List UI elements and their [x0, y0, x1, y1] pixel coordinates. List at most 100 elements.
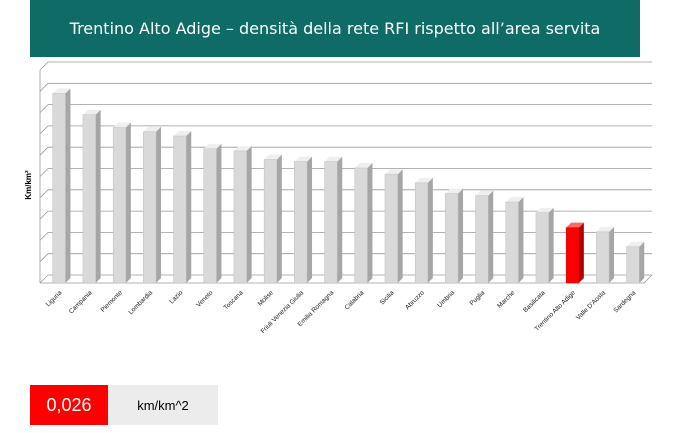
chart-title: Trentino Alto Adige – densità della rete…: [69, 19, 601, 38]
bar-molise: [263, 154, 282, 284]
bar-top: [505, 197, 524, 203]
bar-umbria: [445, 188, 464, 284]
floor-edge: [643, 274, 653, 284]
bar-side: [367, 162, 373, 283]
bar-top: [143, 126, 162, 132]
bar-top: [264, 154, 282, 160]
bar-liguria: [52, 88, 71, 284]
grid-layer: [39, 61, 653, 284]
gridline-side: [39, 232, 49, 241]
bar-toscana: [233, 145, 252, 284]
bar-top: [52, 88, 71, 94]
bar-side: [125, 122, 131, 283]
bar-side: [307, 156, 313, 283]
bar-front: [475, 195, 489, 284]
bar-front: [445, 193, 459, 284]
bar-side: [609, 226, 615, 283]
bar-side: [65, 88, 71, 284]
bar-front: [173, 135, 187, 284]
bar-campania: [82, 109, 101, 284]
bar-top: [324, 156, 343, 162]
bar-lazio: [173, 131, 192, 284]
gridline-side: [39, 253, 49, 262]
bar-trentino-alto-adige: [565, 222, 584, 284]
bar-side: [95, 109, 101, 283]
y-axis-label: Km/km²: [24, 170, 33, 200]
bar-puglia: [475, 190, 494, 284]
bar-front: [505, 201, 519, 284]
bar-front: [233, 150, 247, 284]
x-tick-label: Lombardia: [127, 289, 154, 316]
bar-top: [626, 241, 645, 247]
bar-side: [337, 156, 343, 283]
bar-sicilia: [384, 169, 403, 284]
bar-front: [82, 114, 96, 284]
bar-side: [578, 222, 584, 283]
gridline-side: [39, 146, 49, 156]
bar-side: [518, 197, 524, 283]
bar-side: [488, 190, 494, 283]
gridline-side: [39, 168, 49, 177]
bar-veneto: [203, 143, 222, 284]
bar-emilia-romagna: [324, 156, 343, 284]
bar-friuli-venezia-giulia: [294, 156, 313, 284]
bar-top: [596, 226, 615, 232]
bar-top: [415, 177, 433, 183]
gridline-side: [39, 83, 49, 92]
x-tick-label: Sardegna: [612, 289, 637, 314]
x-tick-label: Veneto: [195, 289, 215, 309]
x-tick-label: Abruzzo: [404, 289, 426, 311]
x-tick-label: Umbria: [436, 289, 456, 309]
bar-top: [113, 122, 131, 128]
x-tick-label: Molise: [257, 289, 276, 308]
labels-layer: Liguria Campania Piemonte Lombardia Lazio Ven…: [45, 289, 638, 335]
bar-top: [384, 169, 403, 175]
bar-side: [186, 131, 192, 283]
bar-front: [294, 161, 308, 284]
bar-top: [566, 222, 584, 228]
bar-marche: [505, 197, 524, 284]
bar-calabria: [354, 162, 373, 284]
bar-sardegna: [626, 241, 645, 284]
x-tick-label: Toscana: [223, 289, 245, 311]
bar-front: [626, 246, 640, 284]
bar-top: [173, 131, 192, 137]
bar-top: [475, 190, 494, 196]
bar-piemonte: [112, 122, 131, 284]
gridline-side: [39, 104, 49, 113]
x-tick-label: Basilicata: [522, 289, 547, 314]
bar-abruzzo: [414, 177, 433, 284]
kpi-value: 0,026: [30, 385, 108, 425]
bar-top: [535, 207, 554, 213]
x-tick-label: Lazio: [168, 289, 184, 305]
bar-side: [276, 154, 282, 283]
bar-front: [112, 127, 127, 284]
gridline-side: [39, 210, 49, 220]
bar-front: [203, 148, 217, 284]
gridline-side: [39, 274, 49, 284]
bar-top: [294, 156, 313, 162]
gridline-side: [39, 189, 49, 199]
x-tick-label: Sicilia: [379, 289, 396, 306]
x-tick-label: Piemonte: [100, 289, 125, 314]
bar-side: [216, 143, 222, 283]
bar-front: [414, 182, 429, 284]
bar-front: [143, 131, 157, 284]
bar-side: [427, 177, 433, 283]
bar-side: [548, 207, 554, 283]
bar-side: [458, 188, 464, 283]
x-tick-label: Marche: [496, 289, 517, 310]
bar-basilicata: [535, 207, 554, 284]
bars-layer: [52, 88, 645, 284]
x-tick-label: Liguria: [45, 289, 64, 308]
bar-side: [397, 169, 403, 283]
bar-front: [384, 174, 398, 284]
x-tick-label: Campania: [68, 289, 94, 315]
bar-front: [565, 227, 580, 284]
bar-front: [324, 161, 338, 284]
bar-front: [52, 93, 66, 284]
bar-top: [203, 143, 222, 149]
bar-side: [156, 126, 162, 284]
x-tick-label: Puglia: [469, 289, 487, 307]
